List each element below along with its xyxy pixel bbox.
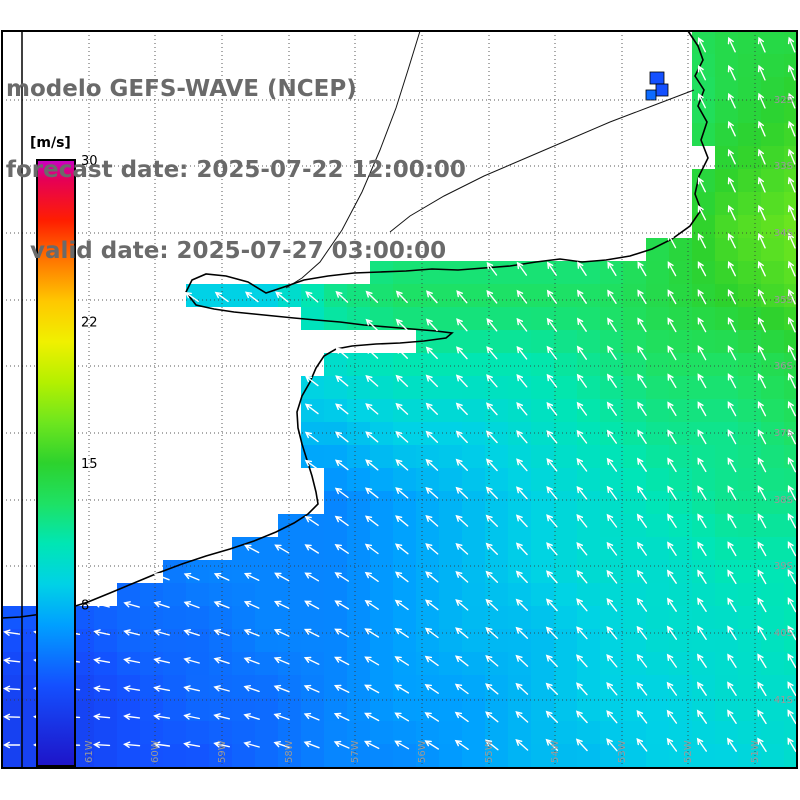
colorbar-tick-label: 15 [81, 457, 98, 472]
title-block: modelo GEFS-WAVE (NCEP) forecast date: 2… [6, 22, 466, 319]
coastline [1, 30, 709, 619]
lon-label: 52W [683, 740, 694, 763]
map-frame [1, 30, 798, 769]
lon-label: 53W [617, 740, 628, 763]
colorbar-legend: [m/s] 30 22 15 8 [30, 135, 98, 767]
valid-date-line: valid date: 2025-07-27 03:00:00 [6, 238, 447, 264]
lat-label: 35S [774, 295, 793, 306]
lat-label: 34S [774, 228, 793, 239]
lat-label: 40S [774, 628, 793, 639]
colorbar-gradient [36, 159, 76, 767]
lat-label: 36S [774, 361, 793, 372]
lon-label: 54W [550, 740, 561, 763]
lat-label: 38S [774, 495, 793, 506]
colorbar-tick-label: 30 [81, 154, 98, 169]
lon-label: 57W [350, 740, 361, 763]
forecast-date-line: forecast date: 2025-07-22 12:00:00 [6, 157, 466, 183]
wind-speed-cells [2, 31, 797, 767]
colorbar-tick-label: 8 [81, 598, 89, 613]
lat-label: 41S [774, 695, 793, 706]
lon-label: 51W [750, 740, 761, 763]
country-borders [285, 30, 695, 289]
lat-label: 39S [774, 561, 793, 572]
model-title: modelo GEFS-WAVE (NCEP) [6, 76, 357, 102]
lat-label: 37S [774, 428, 793, 439]
colorbar-unit-label: [m/s] [30, 135, 71, 151]
colorbar-tick-label: 22 [81, 316, 98, 331]
lon-label: 60W [150, 740, 161, 763]
axis-labels: 32S 33S 34S 35S 36S 37S 38S 39S 40S 41S 61W 60W 59W 5… [84, 95, 793, 763]
lon-label: 56W [417, 740, 428, 763]
lagoon-cells [645, 71, 669, 101]
wind-direction-arrows [2, 36, 797, 753]
lon-label: 55W [484, 740, 495, 763]
lat-label: 32S [774, 95, 793, 106]
lon-label: 58W [284, 740, 295, 763]
lon-label: 59W [217, 740, 228, 763]
lat-label: 33S [774, 161, 793, 172]
lon-label: 61W [84, 740, 95, 763]
